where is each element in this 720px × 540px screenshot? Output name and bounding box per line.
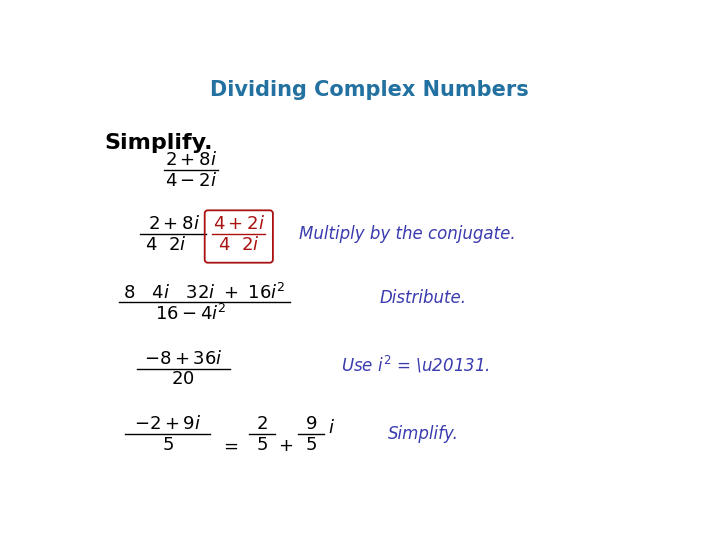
Text: $20$: $20$: [171, 370, 195, 388]
Text: Dividing Complex Numbers: Dividing Complex Numbers: [210, 80, 528, 100]
Text: $4\ \ 2i$: $4\ \ 2i$: [218, 236, 259, 254]
Text: $4-2i$: $4-2i$: [165, 172, 217, 190]
Text: Simplify.: Simplify.: [104, 132, 212, 153]
Text: $16-4i^2$: $16-4i^2$: [155, 303, 227, 323]
Text: Multiply by the conjugate.: Multiply by the conjugate.: [300, 225, 516, 243]
Text: $8\ \ \ 4i\ \ \ 32i\ +\ 16i^2$: $8\ \ \ 4i\ \ \ 32i\ +\ 16i^2$: [123, 283, 286, 303]
Text: $5$: $5$: [305, 436, 317, 454]
Text: $4\ \ 2i$: $4\ \ 2i$: [145, 236, 186, 254]
Text: $4+2i$: $4+2i$: [213, 215, 265, 233]
Text: Use $i^2$ = \u20131.: Use $i^2$ = \u20131.: [341, 355, 490, 376]
Text: Distribute.: Distribute.: [379, 289, 467, 307]
Text: $-8+36i$: $-8+36i$: [144, 350, 222, 368]
Text: $2+8i$: $2+8i$: [165, 151, 217, 169]
Text: $i$: $i$: [328, 419, 336, 437]
Text: $2$: $2$: [256, 415, 268, 433]
Text: $+$: $+$: [278, 437, 293, 455]
Text: $5$: $5$: [161, 436, 174, 454]
Text: $=$: $=$: [220, 437, 239, 455]
Text: $9$: $9$: [305, 415, 317, 433]
Text: Simplify.: Simplify.: [388, 426, 459, 443]
Text: $-2+9i$: $-2+9i$: [134, 415, 201, 433]
Text: $2+8i$: $2+8i$: [148, 215, 199, 233]
Text: $5$: $5$: [256, 436, 268, 454]
